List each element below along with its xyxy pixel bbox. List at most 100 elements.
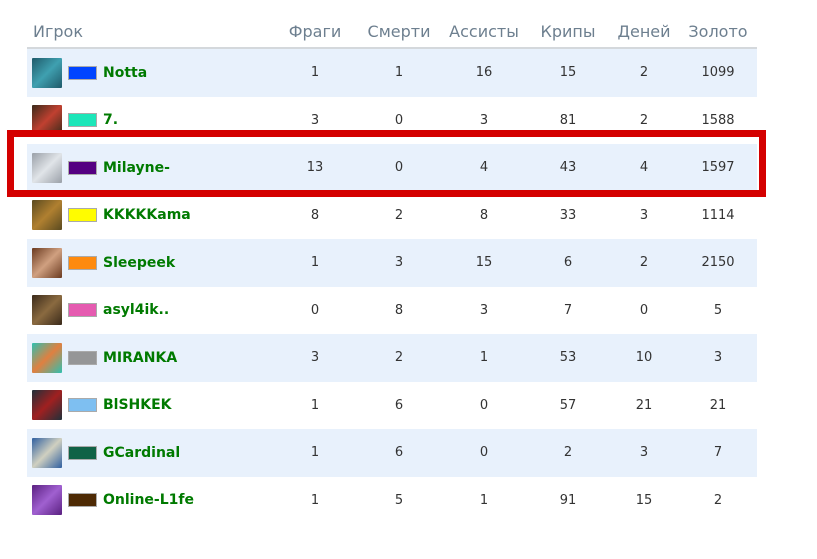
deaths-cell: 5 [394,492,404,508]
denies-cell: 4 [609,144,679,192]
kills-cell: 0 [310,302,320,318]
player-cell: KKKKKama [27,192,273,240]
player-color-swatch [68,160,97,175]
gold-cell: 7 [679,429,757,477]
hero-avatar-icon [32,390,62,421]
creeps-cell: 7 [563,302,573,318]
player-cell: Sleepeek [27,239,273,287]
gold-cell: 1114 [701,207,735,223]
denies-cell: 2 [609,48,679,97]
kills-cell: 1 [310,397,320,413]
player-color-swatch [68,350,97,365]
player-color-swatch [68,303,97,318]
player-name[interactable]: BlSHKEK [103,397,172,414]
hero-avatar-icon [32,57,62,88]
creeps-cell: 91 [559,492,577,508]
denies-cell: 15 [635,492,653,508]
creeps-cell: 6 [527,239,609,287]
gold-cell: 2 [713,492,723,508]
player-name[interactable]: KKKKKama [103,207,191,224]
assists-cell: 3 [479,302,489,318]
player-row: BlSHKEK 1 6 0 57 21 21 [27,382,757,430]
header-gold: Золото [679,15,757,49]
player-color-swatch [68,65,97,80]
player-name[interactable]: Online-L1fe [103,492,194,509]
gold-cell: 1099 [679,48,757,97]
header-row: Игрок Фраги Смерти Ассисты Крипы Деней З… [27,15,757,49]
deaths-cell: 2 [357,334,441,382]
player-name[interactable]: Milayne- [103,159,170,176]
gold-cell: 1588 [701,112,735,128]
player-color-swatch [68,113,97,128]
deaths-cell: 2 [394,207,404,223]
player-row: asyl4ik.. 0 8 3 7 0 5 [27,287,757,335]
hero-avatar-icon [32,200,62,231]
highlight-box [7,130,766,197]
player-color-swatch [68,398,97,413]
assists-cell: 16 [441,48,527,97]
player-name[interactable]: MIRANKA [103,349,178,366]
creeps-cell: 81 [559,112,577,128]
hero-avatar-icon [32,295,62,326]
hero-avatar-icon [32,247,62,278]
kills-cell: 3 [310,112,320,128]
kills-cell: 8 [310,207,320,223]
hero-avatar-icon [32,342,62,373]
player-name[interactable]: Sleepeek [103,254,176,271]
player-name[interactable]: GCardinal [103,444,181,461]
assists-cell: 3 [479,112,489,128]
kills-cell: 1 [273,239,357,287]
deaths-cell: 1 [357,48,441,97]
creeps-cell: 2 [527,429,609,477]
player-name[interactable]: 7. [103,112,119,129]
deaths-cell: 6 [357,429,441,477]
denies-cell: 2 [609,239,679,287]
assists-cell: 4 [441,144,527,192]
gold-cell: 1597 [679,144,757,192]
player-color-swatch [68,208,97,223]
player-row: Online-L1fe 1 5 1 91 15 2 [27,477,757,525]
creeps-cell: 33 [559,207,577,223]
deaths-cell: 0 [394,112,404,128]
player-row: KKKKKama 8 2 8 33 3 1114 [27,192,757,240]
denies-cell: 10 [609,334,679,382]
header-denies: Деней [609,15,679,49]
deaths-cell: 6 [394,397,404,413]
scoreboard-table: Игрок Фраги Смерти Ассисты Крипы Деней З… [27,15,757,524]
kills-cell: 1 [310,492,320,508]
kills-cell: 13 [273,144,357,192]
deaths-cell: 8 [394,302,404,318]
deaths-cell: 0 [357,144,441,192]
assists-cell: 8 [479,207,489,223]
assists-cell: 1 [441,334,527,382]
hero-avatar-icon [32,485,62,516]
player-cell: asyl4ik.. [27,287,273,335]
creeps-cell: 15 [527,48,609,97]
gold-cell: 2150 [679,239,757,287]
player-row: MIRANKA 3 2 1 53 10 3 [27,334,757,382]
denies-cell: 21 [635,397,653,413]
player-color-swatch [68,445,97,460]
player-color-swatch [68,255,97,270]
kills-cell: 1 [273,429,357,477]
assists-cell: 15 [441,239,527,287]
player-color-swatch [68,493,97,508]
player-name[interactable]: Notta [103,64,148,81]
hero-avatar-icon [32,437,62,468]
player-cell: Milayne- [27,144,273,192]
gold-cell: 5 [713,302,723,318]
player-name[interactable]: asyl4ik.. [103,302,170,319]
header-deaths: Смерти [357,15,441,49]
kills-cell: 1 [273,48,357,97]
player-cell: Online-L1fe [27,477,273,525]
header-player: Игрок [27,15,273,49]
player-row: Sleepeek 1 3 15 6 2 2150 [27,239,757,287]
player-cell: MIRANKA [27,334,273,382]
player-cell: Notta [27,48,273,97]
assists-cell: 0 [479,397,489,413]
assists-cell: 1 [479,492,489,508]
denies-cell: 0 [639,302,649,318]
player-row: GCardinal 1 6 0 2 3 7 [27,429,757,477]
deaths-cell: 3 [357,239,441,287]
assists-cell: 0 [441,429,527,477]
